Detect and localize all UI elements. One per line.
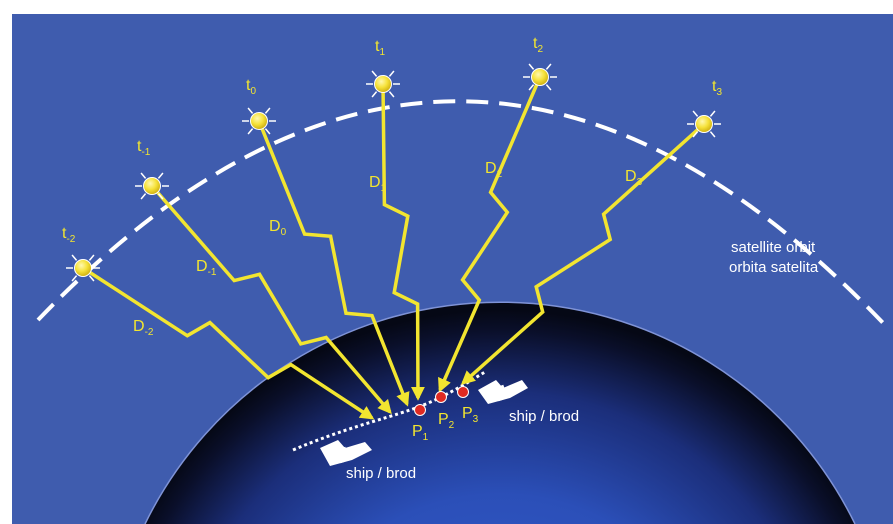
position-marker-p1	[414, 404, 426, 416]
label-p1: P1	[412, 423, 429, 443]
label-t-minus-2: t-2	[62, 225, 76, 245]
signal-beam-5	[460, 122, 706, 385]
position-labels: P1 P2 P3	[412, 405, 479, 443]
satellite-icon	[366, 70, 400, 98]
position-markers	[414, 386, 469, 416]
label-t-0: t0	[246, 77, 256, 97]
label-d-1: D1	[369, 174, 387, 194]
label-d-2: D2	[485, 160, 503, 180]
signal-beams	[82, 76, 706, 420]
ship-icon-right	[478, 380, 528, 404]
earth-horizon	[144, 301, 856, 524]
label-p2: P2	[438, 411, 455, 431]
position-marker-p3	[457, 386, 469, 398]
satellite-icon	[242, 107, 276, 135]
orbit-label-line2: orbita satelita	[729, 259, 819, 276]
distance-labels: D-2 D-1 D0 D1 D2 D3	[133, 160, 643, 338]
label-t-1: t1	[375, 38, 385, 58]
position-marker-p2	[435, 391, 447, 403]
ship-label-left: ship / brod	[346, 465, 416, 482]
satellites	[66, 63, 721, 282]
signal-beam-0	[82, 266, 375, 420]
label-d-3: D3	[625, 168, 643, 188]
orbit-label-line1: satellite orbit	[731, 239, 816, 256]
signal-beam-2	[257, 120, 410, 407]
satellite-icon	[66, 254, 100, 282]
signal-beam-3	[381, 83, 425, 401]
ship-track	[292, 370, 486, 452]
satellite-icon	[135, 172, 169, 200]
ship-label-right: ship / brod	[509, 408, 579, 425]
ship-icon-left	[320, 440, 372, 466]
label-p3: P3	[462, 405, 479, 425]
earth	[145, 302, 855, 524]
satellite-icon	[523, 63, 557, 91]
signal-beam-1	[150, 184, 392, 415]
label-d-0: D0	[269, 218, 287, 238]
label-d-minus-2: D-2	[133, 318, 154, 338]
label-t-3: t3	[712, 78, 722, 98]
signal-beam-4	[438, 76, 542, 393]
satellite-orbit	[36, 99, 887, 327]
label-d-minus-1: D-1	[196, 258, 217, 278]
satellite-icon	[687, 110, 721, 138]
label-t-minus-1: t-1	[137, 138, 151, 158]
label-t-2: t2	[533, 35, 543, 55]
satellite-labels: t-2 t-1 t0 t1 t2 t3	[62, 35, 722, 245]
